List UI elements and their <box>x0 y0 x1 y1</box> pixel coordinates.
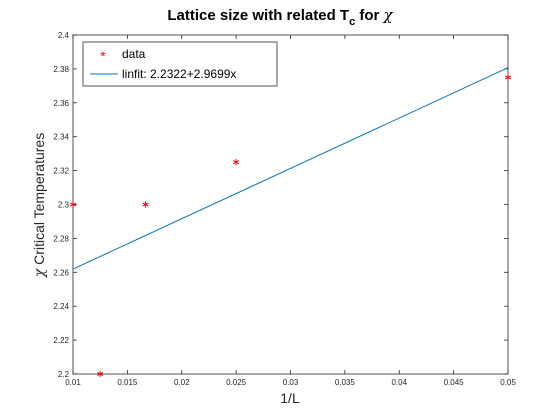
legend: * data linfit: 2.2322+2.9699x <box>82 41 278 87</box>
x-tick-label: 0.03 <box>283 378 299 387</box>
chart-title-symbol: χ <box>383 6 394 24</box>
x-tick-label: 0.01 <box>65 378 81 387</box>
y-tick-label: 2.34 <box>53 133 69 142</box>
x-tick-label: 0.025 <box>226 378 247 387</box>
x-tick-label: 0.05 <box>500 378 516 387</box>
x-axis-ticks: 0.01 0.015 0.02 0.025 0.03 0.035 0.04 0.045 0.05 <box>65 35 516 387</box>
y-axis-ticks: 2.2 2.22 2.24 2.26 2.28 2.3 2.32 2.34 2.36 2.38 2.… <box>53 31 508 379</box>
data-point <box>233 158 240 166</box>
data-point <box>97 370 104 378</box>
y-axis-title-symbol: χ <box>32 267 48 278</box>
data-point <box>69 201 77 208</box>
data-point <box>504 74 512 81</box>
y-tick-label: 2.24 <box>53 302 69 311</box>
y-tick-label: 2.2 <box>58 370 70 379</box>
series-layer <box>69 67 512 378</box>
y-tick-label: 2.3 <box>58 201 70 210</box>
x-tick-label: 0.04 <box>391 378 407 387</box>
y-tick-label: 2.32 <box>53 167 69 176</box>
x-tick-label: 0.035 <box>335 378 356 387</box>
fit-line <box>72 67 509 270</box>
y-tick-label: 2.28 <box>53 234 69 243</box>
x-tick-label: 0.015 <box>117 378 138 387</box>
y-axis-title-text: Critical Temperatures <box>31 133 47 265</box>
chart-title: Lattice size with related Tc for χ <box>167 6 393 28</box>
x-tick-label: 0.02 <box>174 378 190 387</box>
legend-label-data: data <box>122 47 146 61</box>
y-tick-label: 2.36 <box>53 99 69 108</box>
legend-box <box>82 41 278 87</box>
y-axis-title: χ Critical Temperatures <box>31 133 48 278</box>
y-tick-label: 2.38 <box>53 65 69 74</box>
chart-title-subscript: c <box>349 16 355 28</box>
x-axis-title: 1/L <box>280 390 300 406</box>
legend-marker-data: * <box>100 48 106 64</box>
chart-title-suffix: for <box>359 7 379 24</box>
chart-title-main: Lattice size with related T <box>167 7 349 24</box>
y-tick-label: 2.26 <box>53 268 69 277</box>
legend-label-fit: linfit: 2.2322+2.9699x <box>122 67 236 81</box>
y-tick-label: 2.4 <box>58 31 70 40</box>
data-point <box>142 201 149 208</box>
x-tick-label: 0.045 <box>444 378 465 387</box>
y-tick-label: 2.22 <box>53 336 69 345</box>
